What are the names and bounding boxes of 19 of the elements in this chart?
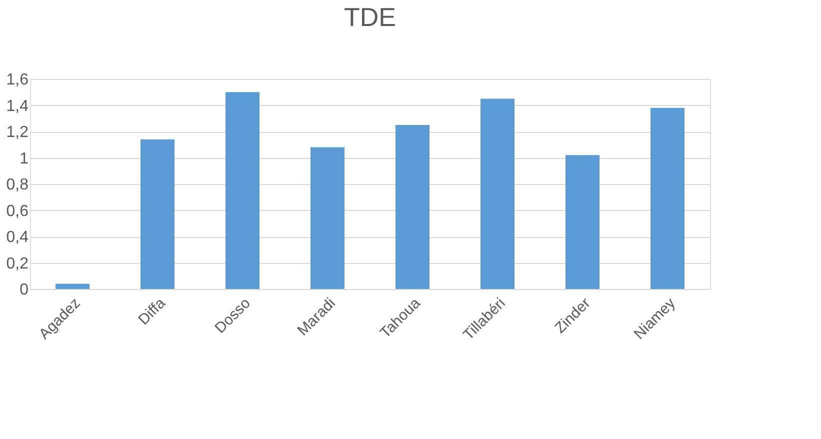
chart-title: TDE (344, 2, 396, 32)
y-tick-label: 0,8 (6, 176, 29, 194)
y-tick-label: 0,2 (6, 255, 29, 272)
y-tick-label: 1 (20, 150, 29, 168)
y-tick-label: 0,6 (6, 202, 29, 220)
y-tick-label: 0 (20, 282, 29, 298)
y-tick-label: 1,4 (6, 98, 29, 115)
y-tick-label: 0,4 (6, 229, 29, 246)
x-tick-label: Diffa (135, 294, 170, 328)
bar (226, 92, 260, 289)
bar (396, 124, 430, 289)
y-tick-label: 1,2 (6, 124, 29, 141)
y-tick-label: 1,6 (6, 72, 29, 88)
bar (56, 284, 90, 289)
bar (140, 139, 174, 289)
bar (480, 98, 514, 289)
bar (566, 155, 600, 289)
bar (310, 147, 344, 289)
bar (650, 108, 684, 289)
